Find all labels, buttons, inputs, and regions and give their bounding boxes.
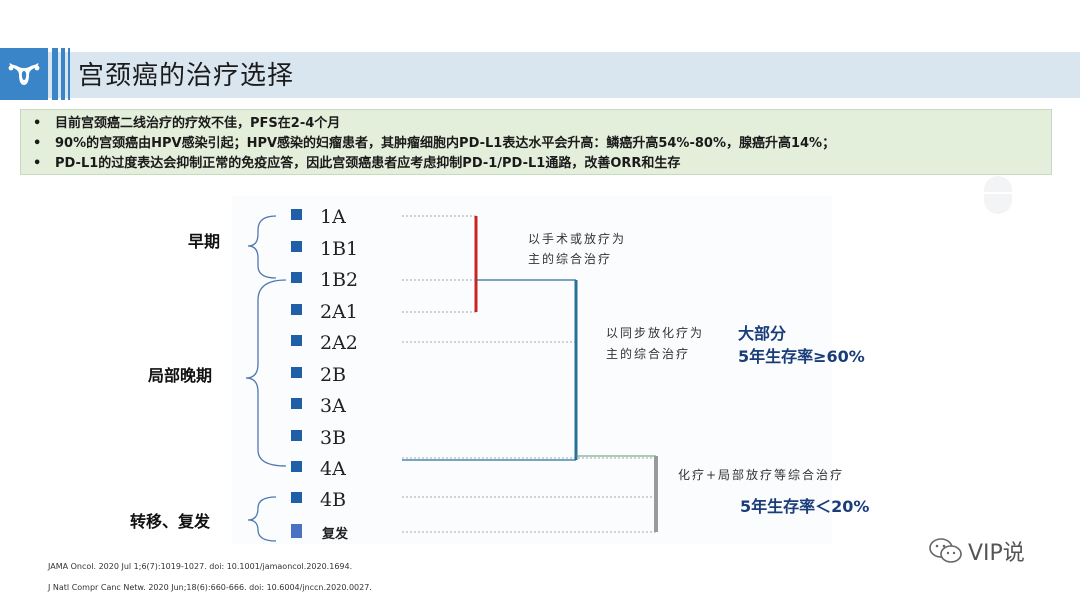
- watermark-text: VIP说: [968, 541, 1025, 566]
- group-label-locally-advanced: 局部晚期: [148, 366, 212, 385]
- stage-marker: [291, 430, 302, 441]
- stage-label: 3B: [320, 427, 346, 449]
- stage-label: 1B2: [320, 269, 358, 291]
- page-title: 宫颈癌的治疗选择: [78, 61, 295, 91]
- logo: [0, 48, 48, 100]
- summary-bullet-text: 目前宫颈癌二线治疗的疗效不佳，PFS在2-4个月: [55, 116, 341, 131]
- stage-marker: [291, 241, 302, 252]
- summary-bullet: • PD-L1的过度表达会抑制正常的免疫应答，因此宫颈癌患者应考虑抑制PD-1/P…: [33, 154, 1051, 174]
- stage-label: 复发: [321, 526, 349, 542]
- brace-early: [247, 215, 277, 279]
- stage-marker: [291, 272, 302, 283]
- summary-bullet-text: 90%的宫颈癌由HPV感染引起；HPV感染的妇瘤患者，其肿瘤细胞内PD-L1表达…: [55, 136, 836, 151]
- bullet-icon: •: [33, 136, 42, 151]
- stage-label: 4B: [320, 489, 346, 511]
- summary-bullet: • 目前宫颈癌二线治疗的疗效不佳，PFS在2-4个月: [33, 114, 1051, 134]
- reference: J Natl Compr Canc Netw. 2020 Jun;18(6):6…: [48, 583, 372, 592]
- stage-label: 2B: [320, 364, 346, 386]
- title-accent-bar: [61, 48, 65, 100]
- brace-metastatic: [247, 496, 277, 542]
- diagram-panel: [232, 196, 832, 544]
- outcome-label: 5年生存率≥60%: [738, 347, 865, 366]
- summary-box: • 目前宫颈癌二线治疗的疗效不佳，PFS在2-4个月 • 90%的宫颈癌由HPV感染…: [20, 109, 1052, 175]
- summary-bullet: • 90%的宫颈癌由HPV感染引起；HPV感染的妇瘤患者，其肿瘤细胞内PD-L1表…: [33, 134, 1051, 154]
- stage-label: 3A: [320, 395, 346, 417]
- stage-marker: [291, 398, 302, 409]
- stage-marker: [291, 492, 302, 503]
- stage-label: 2A1: [320, 301, 358, 323]
- group-label-metastatic: 转移、复发: [130, 512, 211, 531]
- stage-label: 2A2: [320, 332, 358, 354]
- outcome-label: 5年生存率＜20%: [740, 497, 869, 516]
- stage-marker: [291, 209, 302, 220]
- stage-label: 1B1: [320, 238, 358, 260]
- bullet-icon: •: [33, 116, 42, 131]
- stage-marker: [291, 461, 302, 472]
- reference: JAMA Oncol. 2020 Jul 1;6(7):1019-1027. d…: [48, 562, 353, 571]
- group-label-early: 早期: [188, 232, 220, 251]
- outcome-label: 大部分: [738, 324, 786, 343]
- wechat-icon: [929, 538, 962, 563]
- watermark: VIP说: [928, 535, 1025, 567]
- stage-label: 1A: [320, 206, 346, 228]
- treatment-label: 以手术或放疗为: [528, 231, 626, 246]
- treatment-diagram: 早期 局部晚期 转移、复发 1A 1B1 1B2 2A1 2A2 2B 3A 3…: [130, 196, 869, 544]
- summary-bullet-text: PD-L1的过度表达会抑制正常的免疫应答，因此宫颈癌患者应考虑抑制PD-1/PD…: [55, 156, 681, 171]
- title-accent-bar: [68, 48, 70, 100]
- treatment-label: 主的综合治疗: [528, 251, 612, 266]
- uterus-icon: [8, 63, 40, 85]
- treatment-label: 以同步放化疗为: [606, 325, 704, 340]
- brace-locally-advanced: [245, 279, 287, 467]
- treatment-label: 化疗+局部放疗等综合治疗: [678, 467, 844, 482]
- treatment-label: 主的综合治疗: [606, 346, 690, 361]
- stage-label: 4A: [320, 458, 346, 480]
- stage-marker: [291, 367, 302, 378]
- decorative-shape: [984, 176, 1012, 214]
- title-bar: [0, 52, 1080, 98]
- stage-marker: [291, 304, 302, 315]
- title-accent-bar: [52, 48, 58, 100]
- recurrence-marker: [291, 524, 302, 538]
- stage-marker: [291, 335, 302, 346]
- bullet-icon: •: [33, 156, 42, 171]
